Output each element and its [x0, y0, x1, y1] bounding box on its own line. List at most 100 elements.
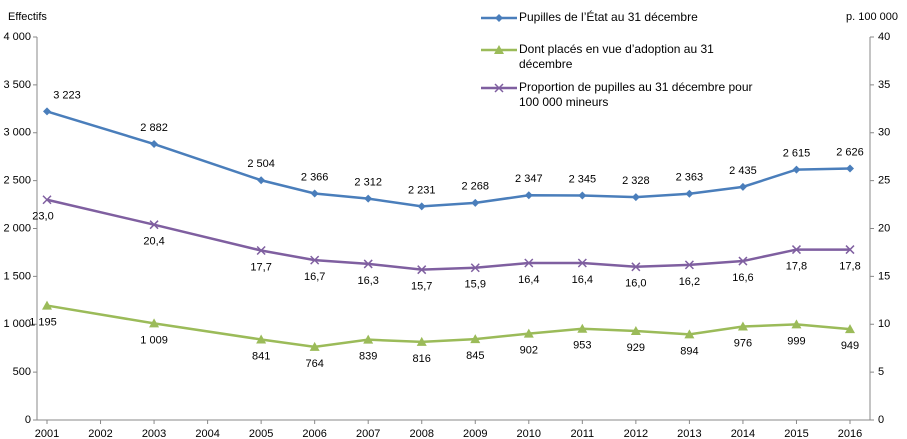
marker: [42, 300, 52, 310]
marker: [684, 329, 695, 339]
y-tick-label: 2 000: [3, 222, 31, 234]
data-label: 841: [252, 350, 270, 362]
series-line: [46, 110, 851, 208]
data-label: 2 312: [354, 177, 382, 189]
y2-tick-label: 10: [878, 318, 890, 330]
x-tick-label: 2008: [409, 428, 433, 439]
marker: [577, 323, 588, 333]
x-tick-label: 2012: [624, 428, 648, 439]
data-label: 2 435: [729, 165, 757, 177]
x-tick-label: 2002: [88, 428, 112, 439]
x-tick-label: 2004: [195, 428, 219, 439]
legend-label: Proportion de pupilles au 31 décembre po…: [519, 80, 753, 109]
data-label: 1 195: [29, 316, 57, 328]
marker: [631, 262, 641, 272]
marker: [416, 336, 427, 346]
x-tick-label: 2007: [356, 428, 380, 439]
marker: [470, 334, 481, 344]
data-label: 2 268: [462, 181, 490, 193]
data-label: 16,4: [572, 274, 593, 286]
y-tick-label: 1 500: [3, 270, 31, 282]
y2-tick-label: 15: [878, 270, 890, 282]
y-tick-label: 4 000: [3, 31, 31, 43]
marker: [684, 260, 694, 270]
y2-tick-label: 25: [878, 175, 890, 187]
marker: [523, 328, 534, 338]
y-tick-label: 3 000: [3, 127, 31, 139]
data-label: 15,7: [411, 281, 432, 293]
x-tick-label: 2005: [249, 428, 273, 439]
data-label: 976: [734, 337, 752, 349]
marker: [738, 182, 747, 191]
data-label: 839: [359, 351, 377, 363]
data-label: 15,9: [465, 279, 486, 291]
y2-tick-label: 5: [878, 366, 884, 378]
marker: [791, 245, 801, 255]
marker: [309, 341, 320, 351]
data-label: 16,7: [304, 271, 325, 283]
marker: [577, 258, 587, 268]
marker: [845, 324, 855, 334]
data-label: 2 615: [783, 148, 811, 160]
marker: [417, 202, 426, 211]
x-tick-label: 2013: [677, 428, 701, 439]
legend-item: Dont placés en vue d’adoption au 31 déce…: [479, 42, 769, 72]
x-tick-label: 2010: [517, 428, 541, 439]
data-label: 16,3: [357, 275, 378, 287]
data-label: 3 223: [53, 89, 81, 101]
legend-swatch: [481, 83, 517, 93]
y2-axis-label: p. 100 000: [846, 11, 898, 23]
data-label: 16,4: [518, 274, 539, 286]
y2-tick-label: 20: [878, 222, 890, 234]
marker: [524, 258, 534, 268]
y-axis-label: Effectifs: [8, 11, 47, 23]
data-label: 2 366: [301, 171, 329, 183]
data-label: 2 626: [836, 146, 864, 158]
marker: [43, 107, 51, 116]
marker: [685, 189, 694, 198]
x-tick-label: 2009: [463, 428, 487, 439]
data-label: 2 882: [140, 122, 168, 134]
marker: [845, 245, 855, 255]
marker: [791, 319, 802, 329]
legend-swatch: [481, 45, 517, 54]
marker: [42, 195, 52, 205]
legend-item: Proportion de pupilles au 31 décembre po…: [479, 80, 769, 110]
marker: [363, 259, 373, 269]
marker: [310, 255, 320, 265]
y-tick-label: 3 500: [3, 79, 31, 91]
data-label: 894: [680, 345, 698, 357]
marker: [631, 193, 640, 202]
data-label: 816: [413, 353, 431, 365]
data-label: 2 328: [622, 175, 650, 187]
data-label: 953: [573, 340, 591, 352]
marker: [630, 326, 641, 336]
marker: [256, 245, 266, 256]
data-label: 16,6: [732, 272, 753, 284]
marker: [524, 191, 533, 200]
data-label: 949: [841, 340, 859, 352]
legend-label: Pupilles de l’État au 31 décembre: [519, 10, 698, 24]
data-label: 16,2: [679, 276, 700, 288]
data-label: 17,8: [839, 260, 860, 272]
y-tick-label: 0: [25, 414, 31, 426]
marker: [149, 318, 160, 328]
marker: [256, 334, 267, 344]
x-tick-label: 2014: [731, 428, 755, 439]
data-label: 16,0: [625, 278, 646, 290]
data-label: 2 347: [515, 173, 543, 185]
x-tick-label: 2011: [571, 428, 595, 439]
data-label: 1 009: [140, 334, 168, 346]
legend-item: Pupilles de l’État au 31 décembre: [479, 10, 698, 25]
marker: [737, 321, 748, 331]
data-label: 902: [520, 345, 538, 357]
marker: [310, 189, 319, 198]
x-tick-label: 2016: [838, 428, 862, 439]
data-label: 999: [787, 335, 805, 347]
x-tick-label: 2015: [784, 428, 808, 439]
legend-swatch: [481, 14, 517, 22]
marker: [150, 140, 159, 149]
y-tick-label: 2 500: [3, 175, 31, 187]
